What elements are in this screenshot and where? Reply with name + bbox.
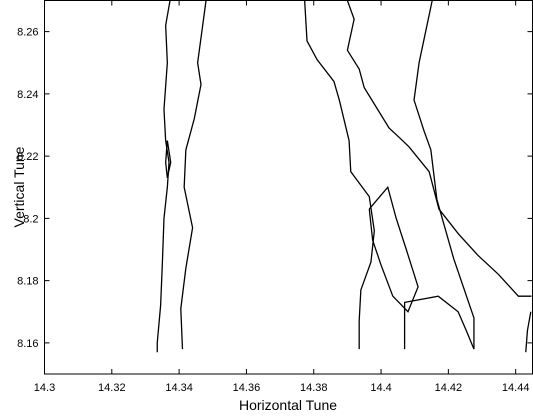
contour-line	[180, 0, 207, 350]
y-axis-label: Vertical Tune	[11, 146, 27, 227]
y-tick-label: 8.22	[17, 151, 38, 163]
y-tick-label: 8.16	[17, 338, 38, 350]
x-tick-label: 14.38	[300, 382, 328, 394]
y-tick-label: 8.18	[17, 276, 38, 288]
x-tick-label: 14.3	[34, 382, 55, 394]
x-tick-label: 14.36	[233, 382, 261, 394]
x-tick-label: 14.34	[165, 382, 193, 394]
x-axis-label: Horizontal Tune	[239, 397, 337, 413]
y-tick-label: 8.26	[17, 27, 38, 39]
contour-line	[368, 185, 419, 313]
x-tick-label: 14.42	[435, 382, 463, 394]
x-tick-label: 14.44	[502, 382, 530, 394]
contour-line	[403, 295, 475, 350]
y-tick-label: 8.24	[17, 89, 38, 101]
contour-line	[413, 0, 475, 350]
x-tick-label: 14.4	[370, 382, 391, 394]
contour-line	[346, 0, 532, 297]
contour-line	[525, 311, 532, 353]
contour-line	[165, 140, 172, 179]
contour-line	[304, 0, 375, 350]
y-tick-label: 8.2	[23, 213, 38, 225]
plot-frame	[44, 0, 533, 375]
x-tick-label: 14.32	[98, 382, 126, 394]
